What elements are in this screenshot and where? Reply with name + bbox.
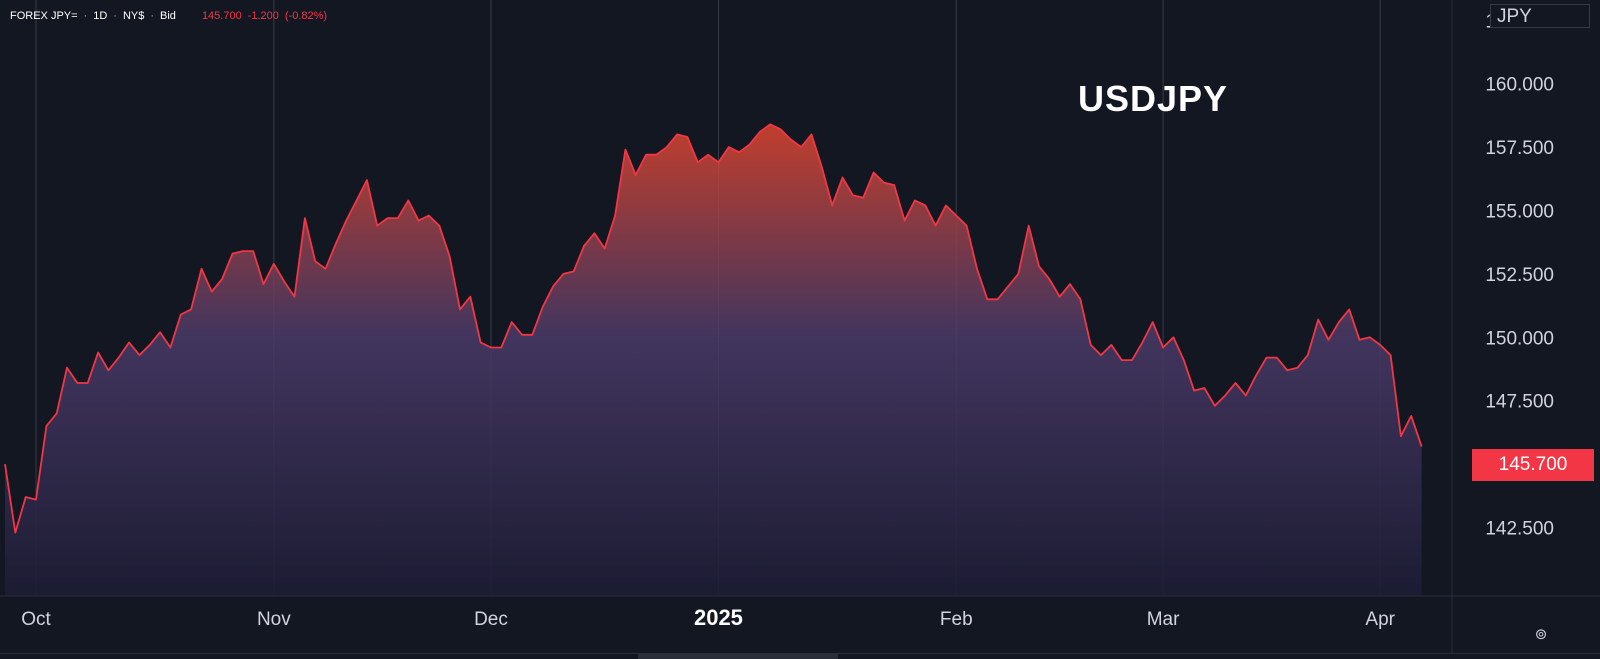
x-tick-label: Nov: [257, 609, 291, 630]
time-axis[interactable]: Oct Nov Dec 2025 Feb Mar Apr: [21, 605, 1395, 630]
legend-change: -1.200: [247, 10, 279, 22]
x-tick-label: Mar: [1147, 609, 1180, 630]
currency-selector[interactable]: JPY: [1490, 4, 1590, 28]
legend-price-type: Bid: [160, 10, 176, 22]
y-tick-label: 155.000: [1485, 202, 1554, 223]
legend-separator: ·: [113, 10, 117, 22]
x-tick-label: Oct: [21, 609, 51, 630]
symbol-legend[interactable]: FOREX JPY= · 1D · NY$ · Bid 145.700 -1.2…: [10, 10, 327, 22]
y-tick-label: 150.000: [1485, 328, 1554, 349]
legend-exchange: NY$: [122, 10, 145, 22]
x-tick-label: Dec: [474, 609, 508, 630]
last-price-tag: 145.700: [1472, 449, 1594, 481]
y-tick-label: 147.500: [1485, 392, 1554, 413]
y-tick-label: 142.500: [1485, 519, 1554, 540]
legend-separator: ·: [83, 10, 88, 22]
legend-last-price: 145.700: [201, 10, 242, 22]
settings-icon[interactable]: ⊚: [1534, 626, 1548, 643]
price-line: [4, 123, 1423, 534]
time-scrollbar[interactable]: [638, 654, 838, 659]
area-fill: [5, 124, 1422, 597]
x-tick-label: 2025: [694, 605, 743, 630]
bottom-border: [0, 653, 1600, 654]
legend-change-percent: (-0.82%): [284, 10, 328, 22]
legend-separator: ·: [150, 10, 155, 22]
y-tick-label: 160.000: [1485, 75, 1554, 96]
symbol-watermark: USDJPY: [1078, 78, 1229, 119]
x-tick-label: Feb: [940, 609, 973, 630]
legend-interval: 1D: [93, 10, 108, 22]
y-tick-label: 157.500: [1485, 138, 1554, 159]
x-tick-label: Apr: [1365, 609, 1395, 630]
y-tick-label: 152.500: [1485, 265, 1554, 286]
legend-symbol: FOREX JPY=: [10, 10, 78, 22]
